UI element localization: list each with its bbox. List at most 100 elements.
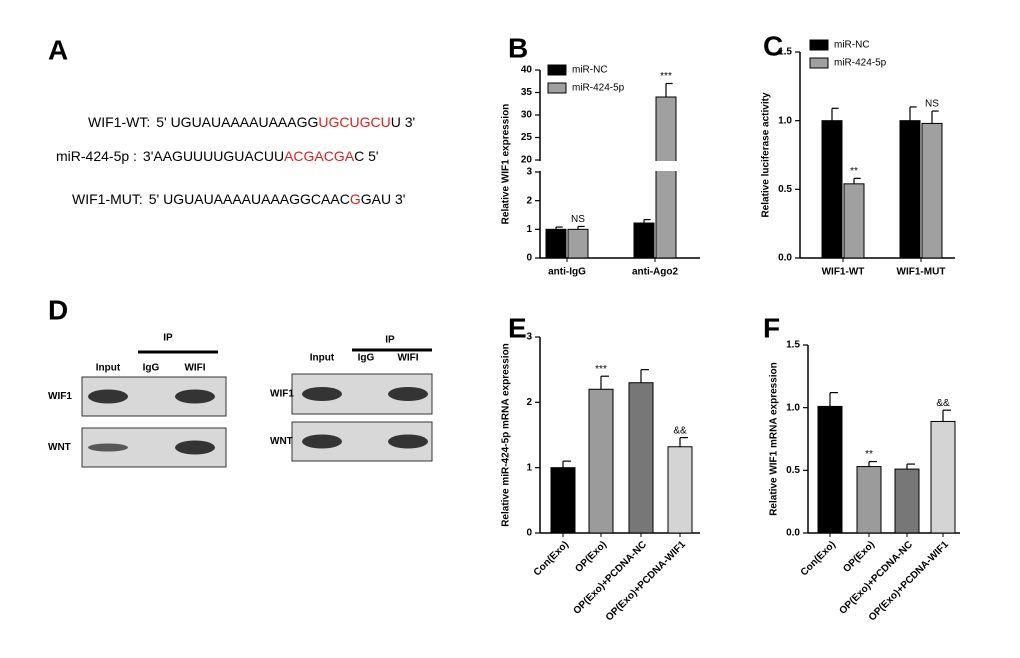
annotation: **	[865, 449, 873, 460]
y-tick-label: 0.5	[778, 184, 792, 195]
band	[302, 434, 342, 449]
x-tick-label: OP(Exo)	[841, 539, 877, 575]
panel-label: E	[508, 312, 527, 343]
band	[388, 387, 428, 401]
y-tick-label: 25	[521, 132, 533, 143]
y-tick-label: 1	[526, 224, 532, 235]
sequence-part: U 3'	[391, 114, 415, 130]
y-tick-label: 0.5	[786, 465, 800, 476]
lane-label: WIFI	[184, 363, 205, 374]
bar	[545, 228, 567, 259]
legend-swatch	[547, 82, 567, 94]
band	[88, 389, 128, 404]
x-tick-label: OP(Exo)+PCDNA-WIF1	[604, 539, 688, 623]
y-tick-label: 40	[521, 65, 533, 76]
legend-label: miR-NC	[572, 65, 608, 76]
ip-label: IP	[163, 333, 173, 344]
y-tick-label: 1	[526, 462, 532, 473]
y-tick-label: 1.5	[778, 47, 792, 58]
x-tick-label: WIF1-MUT	[897, 267, 946, 278]
row-label: WNT	[48, 442, 71, 453]
legend-swatch	[809, 57, 829, 69]
sequence-part: GAU 3'	[361, 191, 406, 207]
x-tick-label: WIF1-WT	[822, 267, 865, 278]
bar	[843, 183, 865, 259]
x-tick-label: anti-Ago2	[632, 267, 679, 278]
x-tick-label: Con(Exo)	[532, 539, 571, 578]
lane-label: IgG	[143, 363, 160, 374]
lane-label: Input	[310, 353, 335, 364]
bar	[667, 446, 693, 534]
panel-label: D	[48, 294, 68, 325]
bar	[817, 405, 843, 534]
y-axis-title: Relative luciferase activity	[761, 92, 772, 218]
y-tick-label: 1.0	[778, 115, 792, 126]
x-tick-label: OP(Exo)+PCDNA-NC	[571, 539, 649, 617]
lane-label: IgG	[358, 353, 375, 364]
y-tick-label: 3	[526, 332, 532, 343]
bar	[894, 468, 920, 534]
sequence: WIF1-MUT: 5' UGUAUAAAAUAAAGGCAACGGAU 3'	[72, 191, 405, 207]
band	[302, 387, 342, 401]
panel-label: F	[763, 312, 780, 343]
y-tick-label: 0.0	[778, 253, 792, 264]
sequence-label: WIF1-WT:	[88, 114, 150, 130]
annotation: NS	[925, 99, 939, 110]
bar	[550, 467, 576, 534]
sequence-label: WIF1-MUT:	[72, 191, 143, 207]
annotation: **	[850, 166, 858, 177]
annotation: ***	[595, 364, 607, 375]
sequence-part: G	[350, 191, 361, 207]
band	[175, 389, 215, 404]
x-tick-label: OP(Exo)	[573, 539, 609, 575]
bar	[628, 382, 654, 534]
sequence-part: 5' UGUAUAAAAUAAAGG	[156, 114, 318, 130]
bar	[856, 466, 882, 534]
y-tick-label: 30	[521, 110, 533, 121]
annotation: ***	[660, 71, 672, 82]
band	[388, 434, 428, 449]
y-tick-label: 2	[526, 397, 532, 408]
y-axis-title: Relative miR-424-5p mRNA expression	[501, 343, 512, 527]
bar	[633, 222, 655, 259]
panel-label: C	[763, 30, 783, 61]
x-tick-label: anti-IgG	[548, 267, 586, 278]
axis-break	[532, 161, 700, 171]
sequence: miR-424-5p : 3'AAGUUUUGUACUUACGACGAC 5'	[56, 148, 379, 164]
ip-label: IP	[385, 335, 395, 346]
y-tick-label: 2	[526, 195, 532, 206]
sequence: WIF1-WT: 5' UGUAUAAAAUAAAGGUGCUGCUU 3'	[88, 114, 415, 130]
y-tick-label: 0.0	[786, 528, 800, 539]
row-label: WNT	[270, 436, 293, 447]
y-axis-title: Relative WIF1 mRNA expression	[769, 362, 780, 516]
row-label: WIF1	[48, 391, 72, 402]
bar	[821, 120, 843, 259]
legend-swatch	[809, 39, 829, 51]
panel-label: B	[508, 32, 528, 63]
bar	[899, 120, 921, 259]
y-tick-label: 1.0	[786, 402, 800, 413]
annotation: &&	[673, 425, 687, 436]
annotation: &&	[936, 398, 950, 409]
sequence-part: 3'AAGUUUUGUACUU	[143, 148, 284, 164]
legend-label: miR-424-5p	[834, 58, 887, 69]
bar	[567, 228, 589, 259]
legend-swatch	[547, 64, 567, 76]
sequence-part: C 5'	[354, 148, 378, 164]
lane-label: Input	[96, 363, 121, 374]
x-tick-label: Con(Exo)	[799, 539, 838, 578]
band	[175, 440, 215, 455]
annotation: NS	[571, 214, 585, 225]
bar	[655, 96, 677, 259]
bar	[921, 122, 943, 259]
y-tick-label: 0	[526, 528, 532, 539]
row-label: WIF1	[270, 389, 294, 400]
sequence-label: miR-424-5p :	[56, 148, 137, 164]
bar	[930, 420, 956, 534]
legend-label: miR-NC	[834, 40, 870, 51]
y-tick-label: 3	[526, 167, 532, 178]
sequence-part: ACGACGA	[284, 148, 355, 164]
band	[88, 443, 128, 452]
sequence-part: UGCUGCU	[318, 114, 390, 130]
